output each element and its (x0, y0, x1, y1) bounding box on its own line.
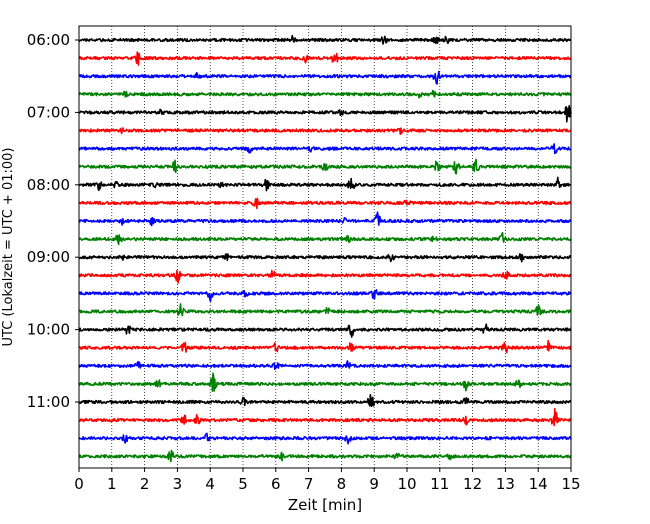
x-tick-label-2: 2 (140, 475, 150, 493)
x-tick-label-5: 5 (238, 475, 248, 493)
seismogram-trace-1045 (78, 372, 572, 392)
y-tick-label-0: 06:00 (27, 31, 70, 49)
y-tick-label-3: 09:00 (27, 248, 70, 266)
seismogram-trace-0745 (78, 158, 572, 175)
x-tick-label-8: 8 (337, 475, 347, 493)
x-tick-label-6: 6 (271, 475, 281, 493)
seismogram-trace-0700 (78, 104, 572, 123)
x-tick-label-14: 14 (529, 475, 548, 493)
seismogram-trace-1015 (78, 339, 572, 354)
x-tick-label-11: 11 (430, 475, 449, 493)
seismogram-trace-0945 (78, 303, 572, 317)
y-axis-label: UTC (Lokalzeit = UTC + 01:00) (1, 148, 16, 347)
seismogram-trace-0845 (78, 231, 572, 246)
seismogram-trace-0615 (78, 51, 572, 66)
seismogram-trace-0915 (78, 269, 572, 284)
seismogram-trace-0930 (78, 289, 572, 302)
seismogram-trace-1130 (78, 432, 572, 445)
x-tick-label-13: 13 (496, 475, 515, 493)
x-tick-label-9: 9 (369, 475, 379, 493)
x-tick-label-7: 7 (304, 475, 314, 493)
seismogram-trace-1000 (78, 323, 572, 338)
x-tick-label-1: 1 (107, 475, 117, 493)
y-tick-label-1: 07:00 (27, 103, 70, 121)
y-axis-ticks: 06:00 07:00 08:00 09:00 10:00 11:00 (27, 31, 79, 411)
plot-frame (78, 25, 572, 469)
x-axis-ticks: 0 1 2 3 4 5 6 7 8 9 10 11 12 13 14 15 (74, 468, 581, 493)
seismogram-trace-0730 (78, 143, 572, 155)
seismogram-trace-1100 (78, 393, 572, 408)
x-tick-label-12: 12 (463, 475, 482, 493)
seismogram-trace-0600 (78, 34, 572, 45)
x-tick-label-10: 10 (397, 475, 416, 493)
x-tick-label-0: 0 (74, 475, 84, 493)
seismogram-traces (78, 34, 572, 463)
seismogram-trace-0830 (78, 211, 572, 227)
seismogram-trace-0815 (78, 197, 572, 210)
y-tick-label-5: 11:00 (27, 393, 70, 411)
seismogram-trace-0900 (78, 253, 572, 263)
x-tick-label-4: 4 (205, 475, 215, 493)
y-tick-label-4: 10:00 (27, 321, 70, 339)
x-tick-label-15: 15 (561, 475, 580, 493)
seismogram-trace-1030 (78, 360, 572, 371)
seismogram-trace-0800 (78, 176, 572, 192)
y-tick-label-2: 08:00 (27, 176, 70, 194)
seismogram-trace-1145 (78, 449, 572, 463)
seismogram-trace-0645 (78, 89, 572, 99)
x-tick-label-3: 3 (173, 475, 183, 493)
x-axis-label: Zeit [min] (288, 496, 362, 514)
seismogram-trace-0630 (78, 70, 572, 85)
seismogram-trace-0715 (78, 127, 572, 135)
seismogram-trace-1115 (78, 407, 572, 427)
